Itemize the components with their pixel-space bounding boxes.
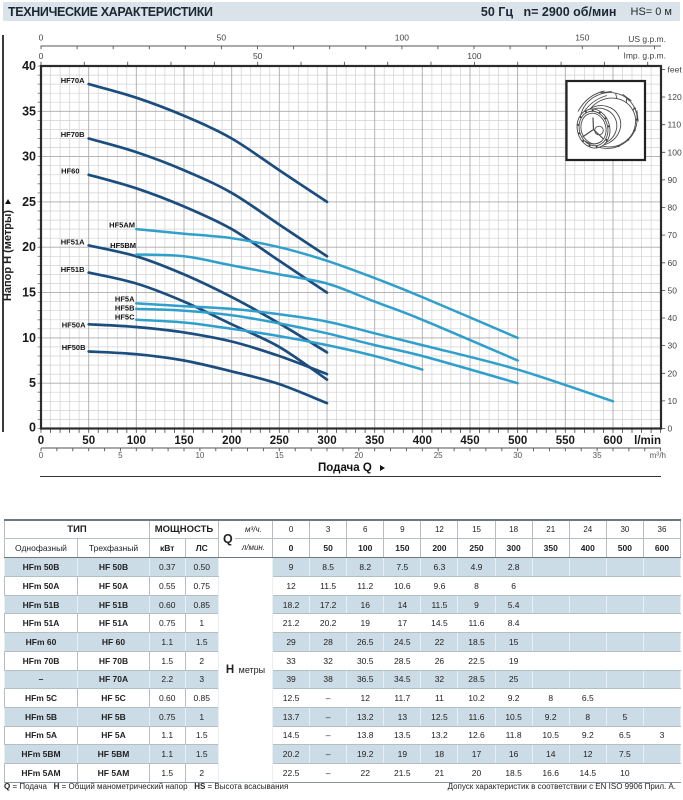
svg-text:feet: feet bbox=[668, 64, 683, 74]
svg-text:5: 5 bbox=[29, 376, 36, 390]
svg-text:150: 150 bbox=[575, 33, 589, 43]
svg-text:600: 600 bbox=[603, 435, 622, 447]
svg-text:40: 40 bbox=[668, 313, 678, 323]
svg-text:100: 100 bbox=[467, 51, 481, 61]
svg-text:HF51A: HF51A bbox=[61, 238, 85, 247]
svg-text:5: 5 bbox=[118, 451, 123, 460]
svg-text:HF70A: HF70A bbox=[61, 76, 85, 85]
svg-text:400: 400 bbox=[413, 435, 432, 447]
svg-text:300: 300 bbox=[317, 435, 336, 447]
svg-text:HF51B: HF51B bbox=[61, 265, 85, 274]
svg-text:HF70B: HF70B bbox=[61, 130, 85, 139]
svg-text:0: 0 bbox=[39, 451, 44, 460]
svg-text:30: 30 bbox=[668, 341, 678, 351]
svg-text:200: 200 bbox=[222, 435, 241, 447]
svg-text:40: 40 bbox=[22, 59, 36, 73]
svg-text:0: 0 bbox=[39, 33, 44, 43]
svg-text:10: 10 bbox=[668, 396, 678, 406]
svg-text:HF5A: HF5A bbox=[115, 295, 135, 304]
svg-text:10: 10 bbox=[195, 451, 204, 460]
svg-text:50: 50 bbox=[668, 285, 678, 295]
svg-text:25: 25 bbox=[434, 451, 443, 460]
svg-text:l/min: l/min bbox=[634, 435, 661, 447]
svg-text:70: 70 bbox=[668, 230, 678, 240]
svg-text:HF5BM: HF5BM bbox=[110, 241, 136, 250]
svg-text:0: 0 bbox=[29, 421, 36, 435]
svg-text:100: 100 bbox=[127, 435, 146, 447]
svg-text:30: 30 bbox=[22, 150, 36, 164]
svg-text:110: 110 bbox=[668, 120, 682, 130]
svg-text:50: 50 bbox=[217, 33, 227, 43]
svg-text:50: 50 bbox=[82, 435, 95, 447]
svg-text:HF50A: HF50A bbox=[62, 321, 86, 330]
svg-text:350: 350 bbox=[365, 435, 384, 447]
svg-text:35: 35 bbox=[593, 451, 602, 460]
svg-text:120: 120 bbox=[668, 92, 682, 102]
svg-text:35: 35 bbox=[22, 104, 36, 118]
svg-text:90: 90 bbox=[668, 175, 678, 185]
svg-text:20: 20 bbox=[22, 240, 36, 254]
svg-text:100: 100 bbox=[395, 33, 409, 43]
svg-text:HF50B: HF50B bbox=[62, 343, 86, 352]
svg-text:30: 30 bbox=[513, 451, 522, 460]
svg-text:25: 25 bbox=[22, 195, 36, 209]
svg-text:50: 50 bbox=[253, 51, 263, 61]
svg-text:m3/h: m3/h bbox=[650, 451, 666, 460]
svg-text:HF5C: HF5C bbox=[115, 313, 135, 322]
svg-text:20: 20 bbox=[354, 451, 363, 460]
svg-text:0: 0 bbox=[39, 51, 44, 61]
svg-text:HF60: HF60 bbox=[61, 167, 79, 176]
svg-text:10: 10 bbox=[22, 331, 36, 345]
svg-text:80: 80 bbox=[668, 203, 678, 213]
svg-text:15: 15 bbox=[22, 286, 36, 300]
svg-text:US g.p.m.: US g.p.m. bbox=[628, 34, 666, 44]
svg-text:550: 550 bbox=[556, 435, 575, 447]
svg-text:HF5AM: HF5AM bbox=[109, 221, 135, 230]
svg-text:0: 0 bbox=[668, 424, 673, 434]
svg-text:Imp. g.p.m.: Imp. g.p.m. bbox=[623, 51, 666, 61]
svg-text:20: 20 bbox=[668, 368, 678, 378]
svg-text:100: 100 bbox=[668, 147, 682, 157]
svg-text:500: 500 bbox=[508, 435, 527, 447]
svg-text:60: 60 bbox=[668, 258, 678, 268]
svg-text:150: 150 bbox=[174, 435, 193, 447]
svg-text:15: 15 bbox=[275, 451, 284, 460]
svg-text:HF5B: HF5B bbox=[115, 304, 135, 313]
svg-text:0: 0 bbox=[38, 435, 44, 447]
svg-text:250: 250 bbox=[270, 435, 289, 447]
svg-text:450: 450 bbox=[460, 435, 479, 447]
